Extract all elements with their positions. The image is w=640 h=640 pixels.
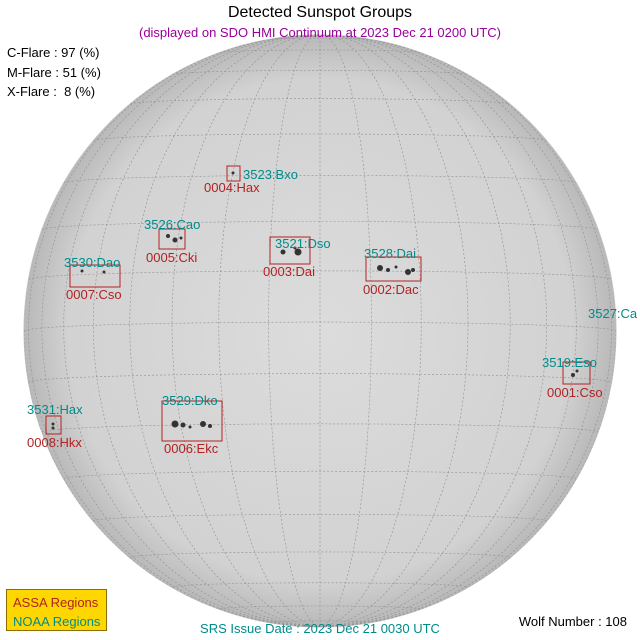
sunspot — [386, 268, 390, 272]
sunspots — [51, 171, 579, 430]
grid-parallel — [129, 551, 511, 558]
grid-meridian — [319, 330, 616, 627]
sunspot — [51, 426, 55, 430]
regions-legend: ASSA Regions NOAA Regions — [6, 589, 107, 631]
assa-label-0003: 0003:Dai — [263, 264, 315, 279]
sunspot — [377, 265, 383, 271]
sunspot — [411, 268, 415, 272]
sunspot — [180, 422, 186, 428]
m-flare-probability: M-Flare : 51 (%) — [7, 65, 101, 80]
sunspot — [208, 424, 212, 428]
grid-meridian — [268, 35, 321, 627]
sunspot — [166, 234, 170, 238]
assa-label-0004: 0004:Hax — [204, 180, 260, 195]
sunspot — [231, 171, 235, 175]
assa-label-0001: 0001:Cso — [547, 385, 603, 400]
grid-parallel — [269, 37, 371, 40]
region-box-0002[interactable] — [365, 256, 422, 282]
grid-meridian — [319, 36, 599, 627]
sunspot — [571, 373, 575, 377]
sunspot — [188, 425, 192, 429]
sunspot — [575, 369, 579, 373]
grid-meridian — [129, 35, 321, 627]
grid-parallel — [63, 470, 577, 480]
region-boxes — [45, 165, 591, 442]
noaa-label-3528: 3528:Dai — [364, 246, 416, 261]
grid-meridian — [218, 35, 321, 627]
grid-meridian — [92, 35, 321, 627]
srs-issue-date: SRS Issue Date : 2023 Dec 21 0030 UTC — [200, 621, 440, 636]
grid-meridian — [319, 35, 511, 627]
sunspot — [394, 265, 398, 269]
grid-parallel — [63, 175, 577, 184]
region-box-0003[interactable] — [269, 236, 311, 265]
region-box-0004[interactable] — [226, 165, 241, 182]
heliographic-grid — [24, 35, 616, 627]
sunspot — [200, 421, 206, 427]
c-flare-probability: C-Flare : 97 (%) — [7, 45, 100, 60]
grid-parallel — [130, 98, 510, 105]
noaa-label-3529: 3529:Dko — [162, 393, 218, 408]
grid-parallel — [171, 582, 469, 588]
page-subtitle: (displayed on SDO HMI Continuum at 2023 … — [138, 25, 501, 40]
assa-label-0005: 0005:Cki — [146, 250, 197, 265]
sunspot — [102, 270, 106, 274]
grid-parallel — [41, 423, 599, 433]
grid-meridian — [319, 35, 422, 627]
grid-parallel — [219, 49, 421, 53]
sunspot — [179, 236, 183, 240]
grid-parallel — [93, 133, 547, 141]
legend-noaa: NOAA Regions — [13, 614, 101, 629]
assa-label-0008: 0008:Hkx — [27, 435, 82, 450]
sunspot — [405, 269, 411, 275]
sunspot — [294, 248, 302, 256]
noaa-label-3527: 3527:Ca — [588, 306, 638, 321]
page-title: Detected Sunspot Groups — [227, 4, 413, 21]
sunspot — [171, 420, 179, 428]
grid-meridian — [319, 35, 577, 627]
sunspot — [293, 246, 297, 250]
grid-parallel — [172, 70, 468, 75]
grid-meridian — [41, 36, 321, 627]
sunspot — [51, 422, 55, 426]
grid-parallel — [218, 605, 422, 610]
region-box-0006[interactable] — [161, 400, 223, 442]
noaa-label-3531: 3531:Hax — [27, 402, 83, 417]
region-box-0001[interactable] — [562, 361, 591, 385]
grid-parallel — [28, 270, 612, 280]
legend-assa: ASSA Regions — [13, 595, 99, 610]
grid-meridian — [63, 35, 321, 627]
assa-label-0006: 0006:Ekc — [164, 441, 219, 456]
noaa-label-3519: 3519:Eso — [542, 355, 597, 370]
grid-meridian — [24, 330, 321, 627]
region-box-0005[interactable] — [158, 228, 186, 250]
noaa-label-3530: 3530:Dao — [64, 255, 120, 270]
grid-parallel — [28, 373, 612, 383]
noaa-label-3523: 3523:Bxo — [243, 167, 298, 182]
grid-meridian — [28, 39, 321, 627]
wolf-number: Wolf Number : 108 — [518, 614, 627, 629]
noaa-label-3521: 3521:Dso — [275, 236, 331, 251]
region-box-0007[interactable] — [69, 264, 121, 288]
sunspot — [172, 237, 178, 243]
noaa-label-3526: 3526:Cao — [144, 217, 200, 232]
sunspot — [280, 249, 286, 255]
grid-meridian — [319, 39, 612, 627]
sunspot — [80, 269, 84, 273]
x-flare-probability: X-Flare : 8 (%) — [7, 84, 96, 99]
grid-meridian — [319, 35, 372, 627]
grid-parallel — [268, 620, 372, 623]
grid-parallel — [24, 321, 616, 332]
assa-label-0002: 0002:Dac — [363, 282, 419, 297]
grid-parallel — [41, 221, 599, 230]
region-box-0008[interactable] — [45, 415, 62, 435]
assa-label-0007: 0007:Cso — [66, 287, 122, 302]
grid-meridian — [319, 35, 548, 627]
